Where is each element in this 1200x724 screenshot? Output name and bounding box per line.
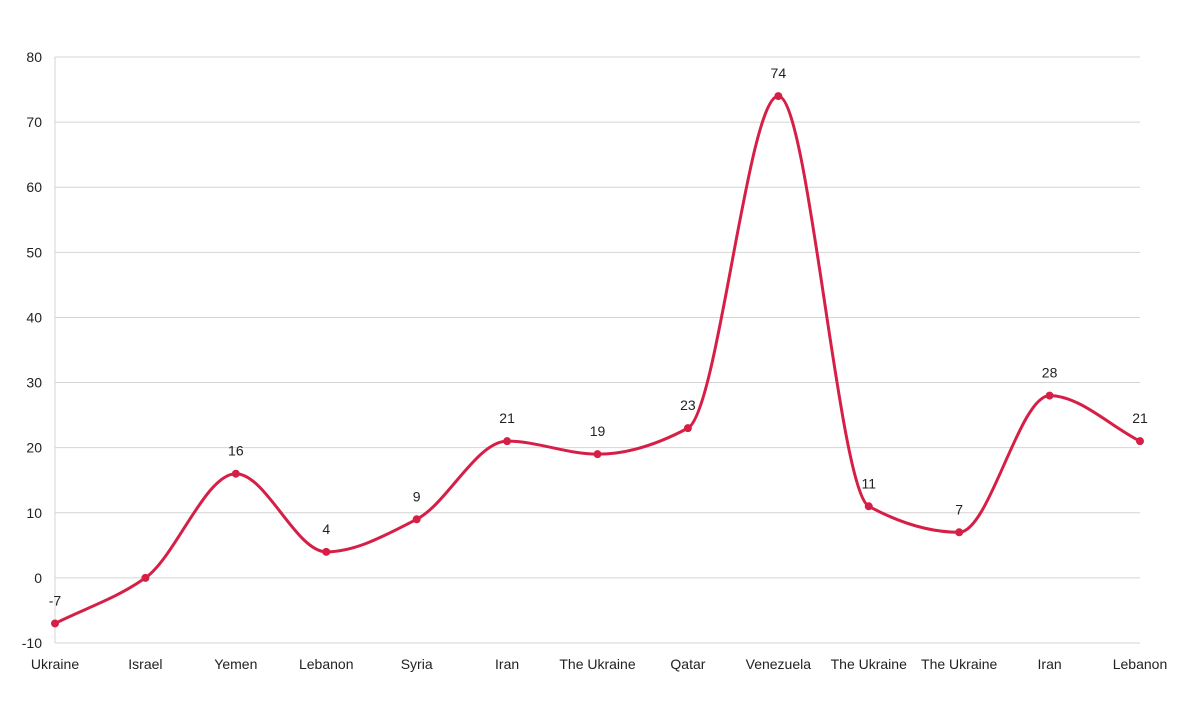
y-tick-label: 0 <box>34 570 42 586</box>
y-tick-label: 80 <box>26 49 42 65</box>
data-point <box>955 528 964 537</box>
x-tick-label: Lebanon <box>299 656 354 672</box>
data-point <box>412 515 421 524</box>
x-tick-label: Syria <box>401 656 433 672</box>
data-point <box>1136 437 1144 446</box>
y-axis: -10 0 10 20 30 40 50 60 70 80 <box>22 49 42 651</box>
data-label: 19 <box>590 423 606 439</box>
x-tick-label: Qatar <box>670 656 705 672</box>
y-tick-label: -10 <box>22 635 42 651</box>
data-point <box>1045 391 1054 400</box>
data-label: 7 <box>955 501 963 517</box>
y-tick-label: 30 <box>26 375 42 391</box>
gridlines <box>54 56 1140 644</box>
data-point <box>322 547 331 556</box>
data-label: 21 <box>499 410 515 426</box>
data-point <box>231 469 240 478</box>
x-tick-label: Iran <box>495 656 519 672</box>
x-tick-label: Lebanon <box>1113 656 1168 672</box>
series-group <box>51 92 1144 628</box>
data-labels: -7 16 4 9 21 19 23 74 11 7 28 21 <box>49 65 1148 608</box>
data-point <box>593 450 602 459</box>
y-tick-label: 40 <box>26 309 42 325</box>
x-tick-label: The Ukraine <box>559 656 635 672</box>
x-tick-label: Yemen <box>214 656 257 672</box>
data-label: 74 <box>771 65 787 81</box>
x-tick-label: The Ukraine <box>831 656 907 672</box>
data-label: 28 <box>1042 365 1058 381</box>
data-point <box>774 92 783 101</box>
data-label: 11 <box>861 475 876 491</box>
x-tick-label: The Ukraine <box>921 656 997 672</box>
data-label: 23 <box>680 397 696 413</box>
x-tick-label: Iran <box>1038 656 1062 672</box>
x-tick-label: Israel <box>128 656 162 672</box>
data-label: 4 <box>322 521 330 537</box>
data-point <box>503 437 512 446</box>
data-point <box>51 619 59 628</box>
data-point <box>683 424 692 433</box>
y-tick-label: 10 <box>26 505 42 521</box>
data-label: 9 <box>413 488 421 504</box>
x-tick-label: Venezuela <box>746 656 812 672</box>
y-tick-label: 50 <box>26 244 42 260</box>
y-tick-label: 60 <box>26 179 42 195</box>
series-line <box>53 94 1142 625</box>
data-label: 21 <box>1132 410 1148 426</box>
x-axis: Ukraine Israel Yemen Lebanon Syria Iran The Uk… <box>31 656 1167 672</box>
y-tick-label: 20 <box>26 440 42 456</box>
data-point <box>141 573 150 582</box>
data-point <box>864 502 873 511</box>
x-tick-label: Ukraine <box>31 656 79 672</box>
y-tick-label: 70 <box>26 114 42 130</box>
data-label: 16 <box>228 443 244 459</box>
data-label: -7 <box>49 592 62 608</box>
